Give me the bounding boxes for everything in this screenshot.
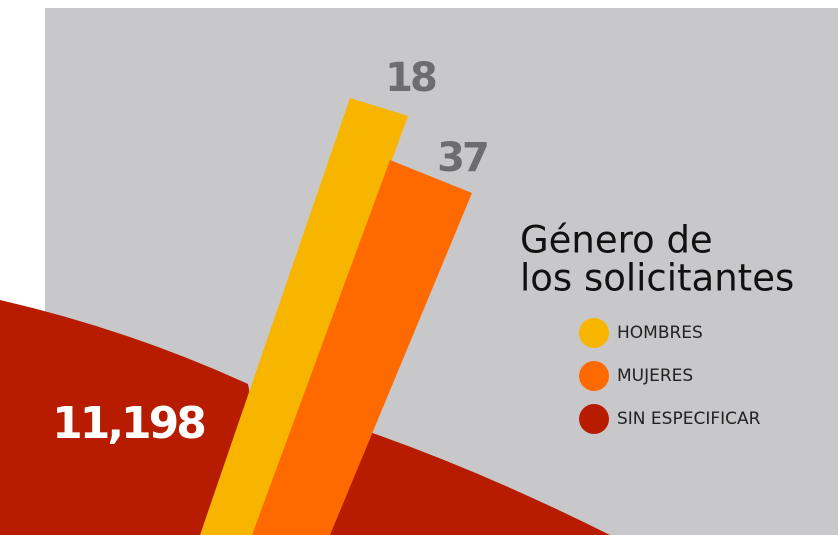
value-label: 11,198 (52, 398, 204, 449)
value-label: 37 (437, 135, 487, 181)
chart-title: los solicitantes (520, 257, 794, 300)
legend-label: MUJERES (617, 366, 693, 386)
legend-swatch (579, 404, 609, 434)
bar (200, 98, 408, 535)
value-label: 18 (385, 55, 436, 101)
legend-swatch (579, 318, 609, 348)
chart-title: Género de (520, 219, 713, 262)
legend-swatch (579, 361, 609, 391)
legend-label: SIN ESPECIFICAR (617, 409, 761, 429)
bar (252, 160, 472, 535)
legend-label: HOMBRES (617, 323, 703, 343)
marks (0, 8, 838, 535)
